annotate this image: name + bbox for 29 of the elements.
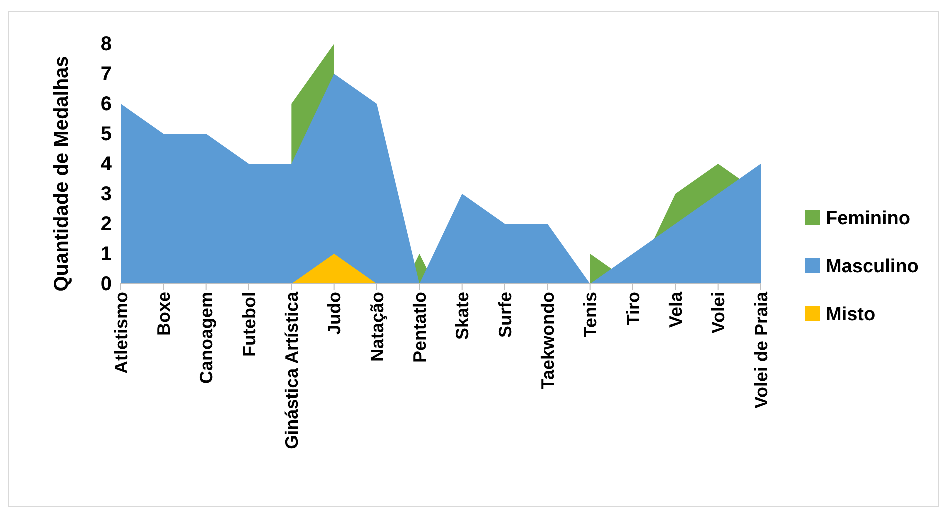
x-tick-label: Futebol	[239, 292, 260, 357]
x-tick-label: Volei	[708, 292, 729, 334]
y-tick-label: 4	[100, 153, 113, 176]
x-tick-label: Canoagem	[196, 292, 217, 384]
x-tick-label: Tiro	[623, 292, 644, 326]
y-tick-label: 6	[100, 93, 112, 116]
x-tick-label: Vela	[666, 291, 686, 328]
y-tick-label: 0	[100, 273, 112, 296]
x-tick-label: Tenis	[580, 292, 601, 338]
x-tick-label: Natação	[367, 292, 388, 362]
legend-label: Masculino	[826, 256, 919, 278]
y-tick-label: 2	[100, 213, 112, 236]
y-tick-label: 8	[100, 33, 112, 56]
x-tick-label: Pentatlo	[410, 292, 430, 364]
x-tick-label: Surfe	[495, 292, 516, 338]
y-tick-label: 5	[100, 123, 112, 146]
x-tick-label: Boxe	[154, 292, 174, 336]
x-tick-label: Taekwondo	[538, 292, 558, 390]
y-tick-label: 7	[100, 63, 112, 86]
x-tick-label: Volei de Praia	[751, 291, 772, 409]
x-tick-label: Ginástica Artística	[282, 291, 302, 450]
y-axis-title: Quantidade de Medalhas	[51, 56, 73, 292]
x-tick-label: Skate	[452, 292, 473, 340]
legend-label: Misto	[826, 304, 876, 326]
y-tick-label: 1	[100, 243, 112, 266]
y-tick-label: 3	[100, 183, 112, 206]
x-tick-label: Atletismo	[111, 292, 132, 374]
legend-label: Feminino	[826, 208, 910, 230]
x-tick-label: Judo	[324, 292, 345, 335]
